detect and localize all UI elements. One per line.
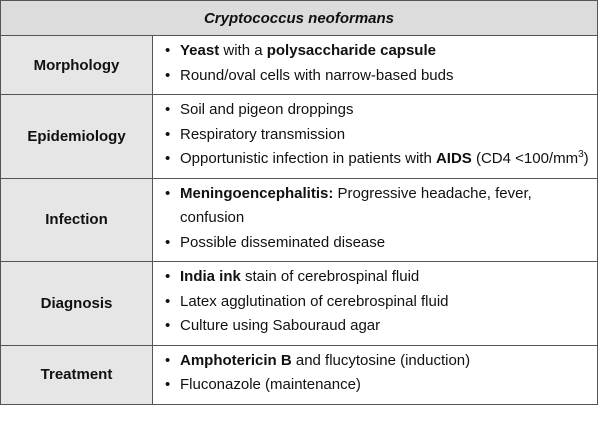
text-segment: Fluconazole (maintenance) <box>180 376 361 393</box>
text-segment: (CD4 <100/mm <box>471 150 579 167</box>
text-segment: Round/oval cells with narrow-based buds <box>180 66 454 84</box>
bold-term: polysaccharide capsule <box>266 42 436 59</box>
text-segment: Opportunistic infection in patients with <box>180 150 436 167</box>
bullet-list: Yeast with a polysaccharide capsule Round… <box>153 36 597 94</box>
text-segment: Latex agglutination of cerebrospinal flu… <box>180 292 449 310</box>
list-item: India ink stain of cerebrospinal fluid <box>165 265 589 290</box>
row-content: India ink stain of cerebrospinal fluid La… <box>152 261 598 346</box>
row-label: Morphology <box>0 35 153 95</box>
bullet-list: Soil and pigeon droppings Respiratory tra… <box>153 95 597 178</box>
table-row-morphology: MorphologyYeast with a polysaccharide ca… <box>0 35 598 95</box>
row-label: Treatment <box>0 344 153 405</box>
info-table: Cryptococcus neoformans MorphologyYeast … <box>0 0 598 405</box>
superscript: 3 <box>578 149 584 160</box>
list-item: Possible disseminated disease <box>165 231 589 256</box>
list-item: Soil and pigeon droppings <box>165 98 589 123</box>
row-label: Diagnosis <box>0 261 153 346</box>
table-row-treatment: Treatment Amphotericin B and flucytosine … <box>0 344 598 405</box>
bullet-list: Meningoencephalitis: Progressive headach… <box>153 179 597 262</box>
row-label: Epidemiology <box>0 94 153 179</box>
bold-term: AIDS <box>435 150 472 167</box>
list-item: Fluconazole (maintenance) <box>165 373 589 398</box>
text-segment: Progressive headache, fever, confusion <box>180 184 532 227</box>
text-segment: Soil and pigeon droppings <box>180 101 354 118</box>
text-segment: Possible disseminated disease <box>180 233 386 251</box>
bullet-list: Amphotericin B and flucytosine (inductio… <box>153 346 597 404</box>
bold-term: Meningoencephalitis: <box>180 184 334 202</box>
row-label: Infection <box>0 177 153 262</box>
table-row-epidemiology: Epidemiology Soil and pigeon droppings Res… <box>0 94 598 179</box>
text-segment: Respiratory transmission <box>180 125 346 143</box>
table-title: Cryptococcus neoformans <box>0 0 598 36</box>
list-item: Yeast with a polysaccharide capsule <box>165 39 589 64</box>
list-item: Amphotericin B and flucytosine (inductio… <box>165 349 589 374</box>
row-content: Soil and pigeon droppings Respiratory tra… <box>152 94 598 179</box>
list-item: Meningoencephalitis: Progressive headach… <box>165 182 589 231</box>
row-content: Meningoencephalitis: Progressive headach… <box>152 177 598 262</box>
bullet-list: India ink stain of cerebrospinal fluid La… <box>153 262 597 345</box>
list-item: Opportunistic infection in patients with… <box>165 147 589 172</box>
text-segment: ) <box>583 150 589 167</box>
row-content: Amphotericin B and flucytosine (inductio… <box>152 344 598 405</box>
table-row-diagnosis: DiagnosisIndia ink stain of cerebrospina… <box>0 261 598 346</box>
bold-term: India ink <box>180 268 241 285</box>
text-segment: with a <box>219 42 267 59</box>
text-segment: stain of cerebrospinal fluid <box>240 268 420 285</box>
text-segment: Culture using Sabouraud agar <box>180 317 381 334</box>
bold-term: Yeast <box>180 42 220 59</box>
list-item: Round/oval cells with narrow-based buds <box>165 64 589 89</box>
row-content: Yeast with a polysaccharide capsule Round… <box>152 35 598 95</box>
table-body: MorphologyYeast with a polysaccharide ca… <box>0 35 598 405</box>
bold-term: Amphotericin B <box>180 351 292 369</box>
title-row: Cryptococcus neoformans <box>0 0 598 36</box>
list-item: Latex agglutination of cerebrospinal flu… <box>165 290 589 315</box>
list-item: Culture using Sabouraud agar <box>165 314 589 339</box>
table-row-infection: InfectionMeningoencephalitis: Progressiv… <box>0 177 598 262</box>
text-segment: and flucytosine (induction) <box>291 351 471 369</box>
list-item: Respiratory transmission <box>165 123 589 148</box>
